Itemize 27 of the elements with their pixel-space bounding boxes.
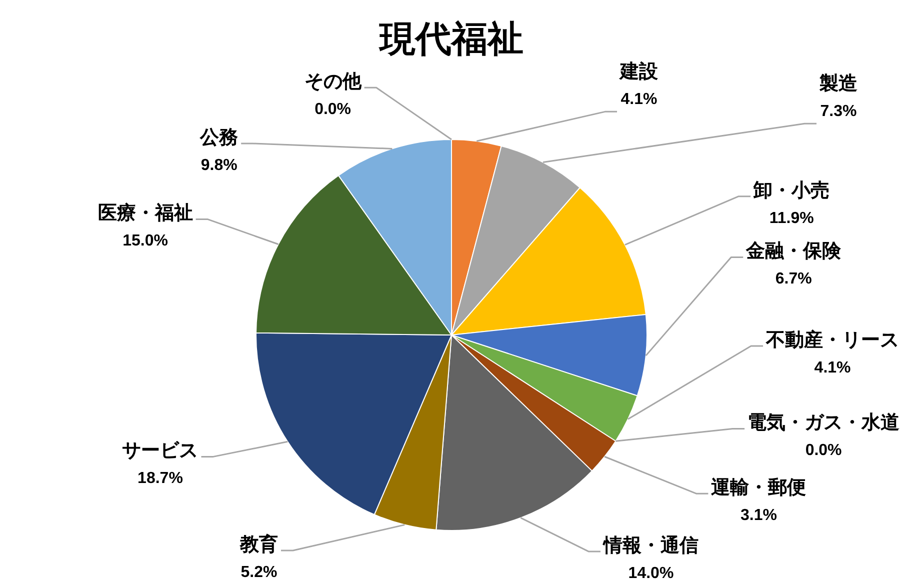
slice-label: 医療・福祉 [98,202,193,224]
slice-label: 公務 [199,126,238,148]
slice-label: 建設 [618,60,660,83]
data-label: 7.3% [820,103,857,120]
category-label: その他 [304,70,362,93]
slice-label: 金融・保険 [745,240,842,262]
slice-label: サービス [122,440,198,462]
category-label: 電気・ガス・水道 [748,412,900,434]
text: 0.0% [314,101,352,118]
data-label: 3.1% [740,507,777,524]
data-label: 9.8% [200,156,238,174]
chart-title: 現代福祉 [378,18,524,60]
slice-label: 不動産・リース [765,328,900,351]
data-label: 4.1% [814,359,851,376]
data-label: 11.9% [769,210,814,227]
data-label: 15.0% [122,232,168,250]
slice-label: 情報・通信 [602,534,698,556]
data-label: 4.1% [620,91,658,108]
data-label: 5.2% [240,564,278,581]
slice-label: 卸・小売 [752,179,830,202]
text: 0.0% [805,442,842,460]
data-label: 6.7% [775,270,812,288]
data-label: 14.0% [628,564,674,582]
data-label: 18.7% [138,470,183,488]
slice-label: 運輸・郵便 [710,476,806,499]
slice-label: 製造 [818,72,859,95]
slice-label: 教育 [238,533,278,556]
